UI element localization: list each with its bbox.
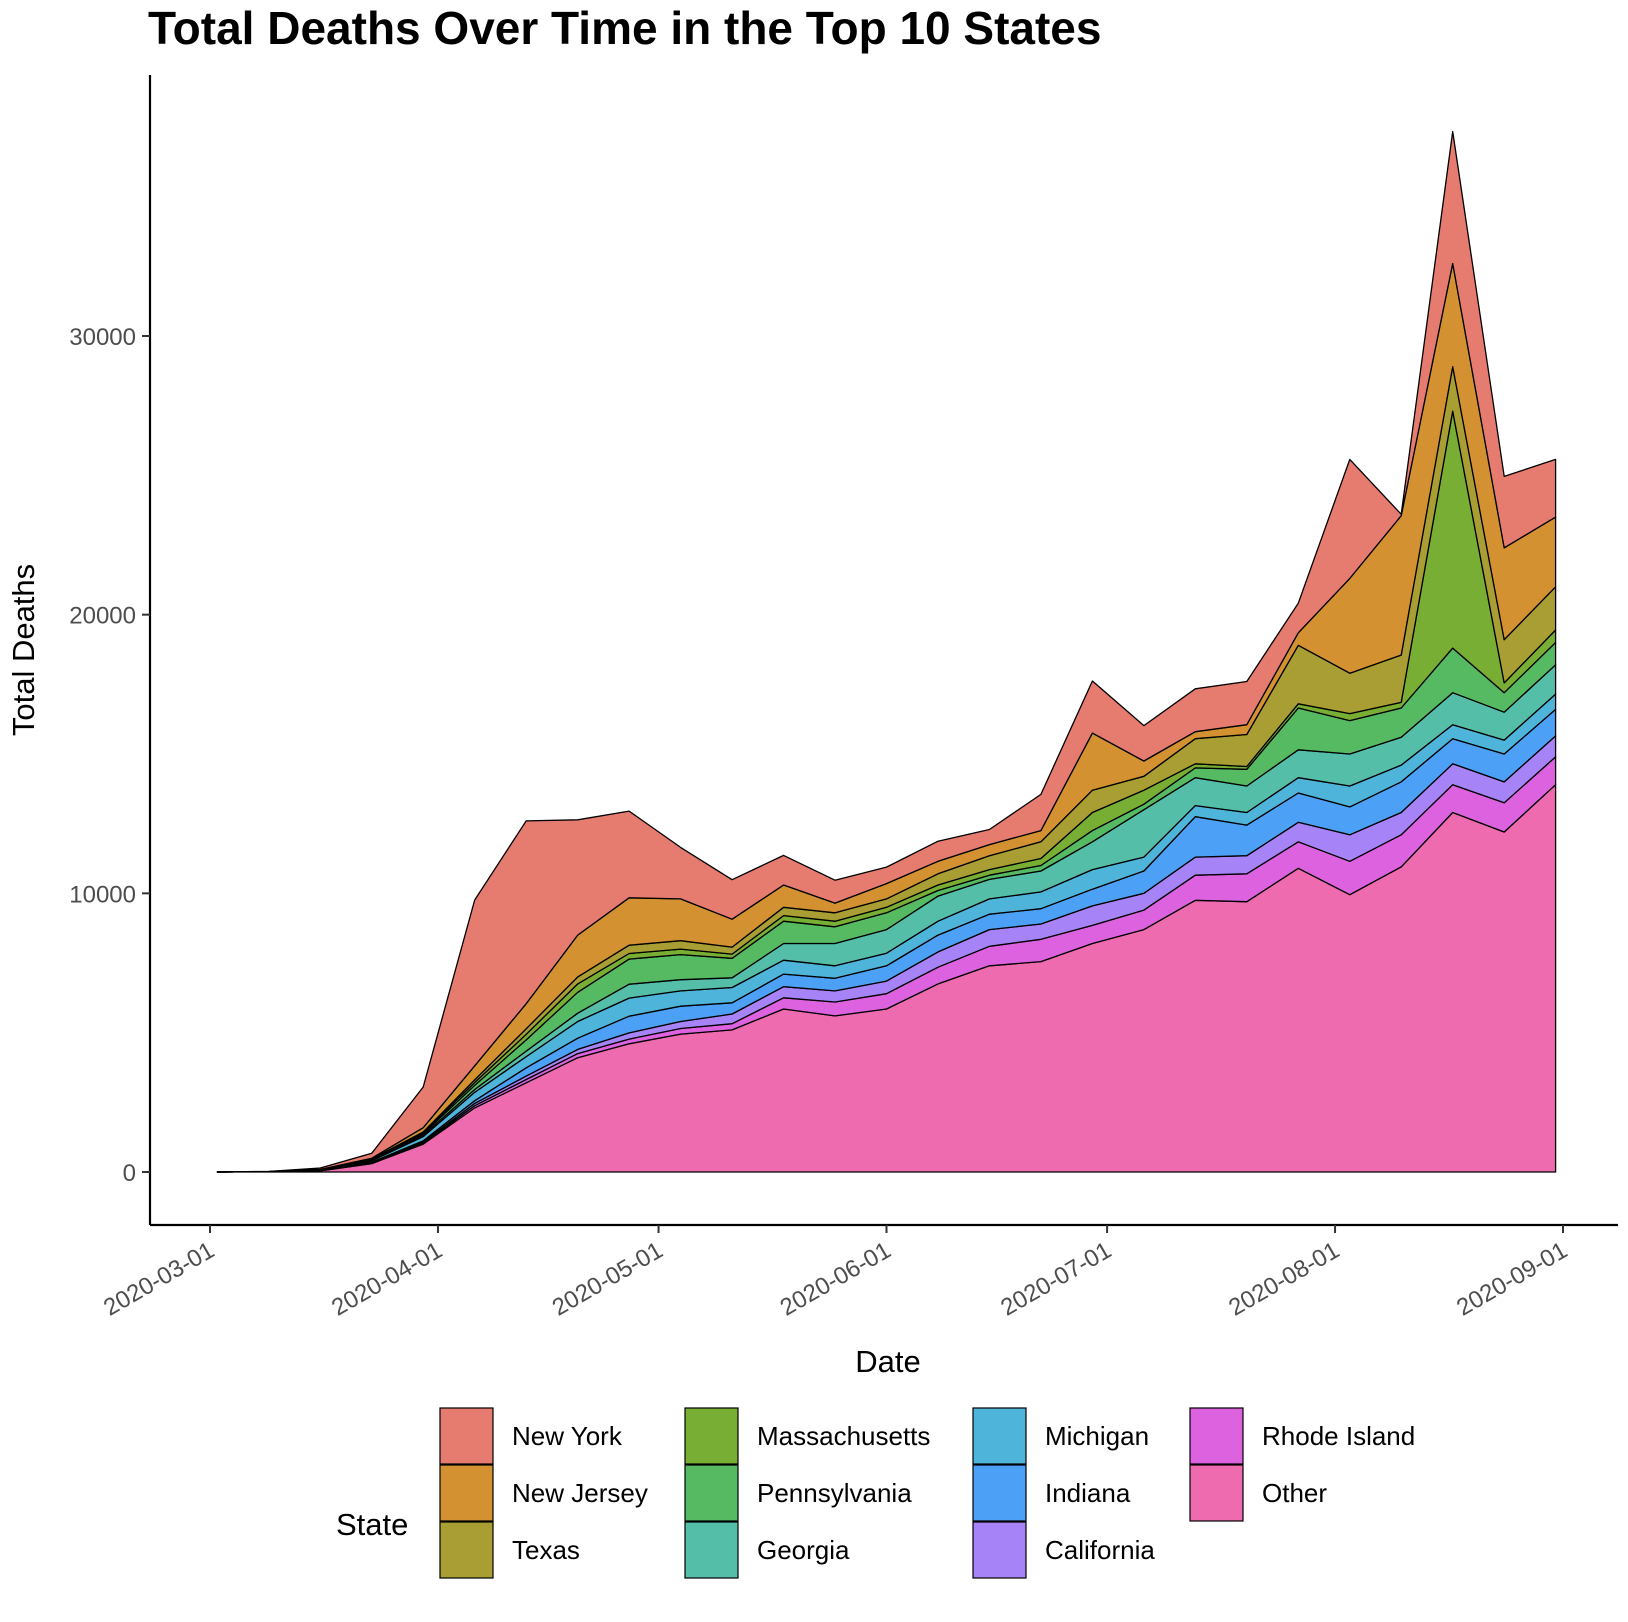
legend-other-label: Other bbox=[1262, 1478, 1327, 1508]
y-axis-title: Total Deaths bbox=[6, 564, 41, 736]
legend-california-label: California bbox=[1045, 1535, 1155, 1565]
x-tick-label: 2020-03-01 bbox=[99, 1237, 219, 1322]
legend-michigan-label: Michigan bbox=[1045, 1421, 1149, 1451]
legend-new-jersey-label: New Jersey bbox=[512, 1478, 648, 1508]
legend-massachusetts-swatch bbox=[684, 1407, 739, 1465]
legend-other-swatch bbox=[1189, 1464, 1244, 1522]
area-layers bbox=[216, 130, 1557, 1173]
x-tick-label: 2020-06-01 bbox=[776, 1237, 896, 1322]
x-tick-label: 2020-04-01 bbox=[327, 1237, 447, 1322]
legend-rhode-island-swatch bbox=[1189, 1407, 1244, 1465]
legend-georgia-label: Georgia bbox=[757, 1535, 850, 1565]
legend-new-jersey-swatch bbox=[439, 1464, 494, 1522]
y-tick-label: 10000 bbox=[69, 881, 136, 908]
area-new-york bbox=[216, 130, 1557, 1173]
legend-rhode-island-label: Rhode Island bbox=[1262, 1421, 1415, 1451]
legend-texas-swatch bbox=[439, 1521, 494, 1579]
legend-georgia-swatch bbox=[684, 1521, 739, 1579]
legend-title: State bbox=[336, 1507, 408, 1542]
y-tick-label: 30000 bbox=[69, 324, 136, 351]
legend-pennsylvania-swatch bbox=[684, 1464, 739, 1522]
legend-indiana-label: Indiana bbox=[1045, 1478, 1131, 1508]
x-tick-label: 2020-07-01 bbox=[996, 1237, 1116, 1322]
x-tick-label: 2020-08-01 bbox=[1224, 1237, 1344, 1322]
y-tick-label: 0 bbox=[123, 1160, 136, 1187]
x-tick-label: 2020-05-01 bbox=[548, 1237, 668, 1322]
legend-california-swatch bbox=[972, 1521, 1027, 1579]
y-tick-label: 20000 bbox=[69, 603, 136, 630]
legend-indiana-swatch bbox=[972, 1464, 1027, 1522]
legend-massachusetts-label: Massachusetts bbox=[757, 1421, 930, 1451]
legend: State New York New Jersey Texas Massachuset… bbox=[336, 1407, 1415, 1579]
legend-texas-label: Texas bbox=[512, 1535, 580, 1565]
chart-title: Total Deaths Over Time in the Top 10 Sta… bbox=[148, 2, 1101, 54]
x-axis-title: Date bbox=[855, 1344, 920, 1379]
legend-pennsylvania-label: Pennsylvania bbox=[757, 1478, 912, 1508]
x-tick-label: 2020-09-01 bbox=[1452, 1237, 1572, 1322]
legend-michigan-swatch bbox=[972, 1407, 1027, 1465]
legend-new-york-label: New York bbox=[512, 1421, 623, 1451]
legend-new-york-swatch bbox=[439, 1407, 494, 1465]
